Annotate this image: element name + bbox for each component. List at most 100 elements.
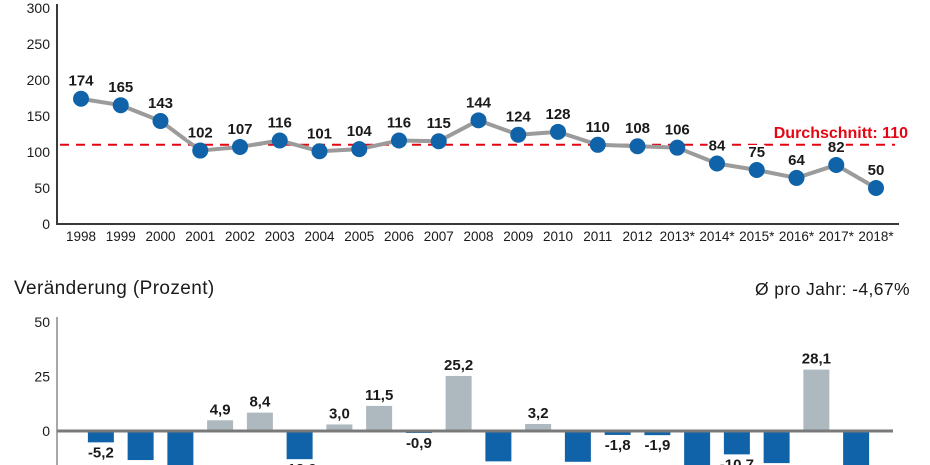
change-bar: [87, 431, 114, 443]
change-bar: [167, 431, 194, 465]
top-x-tick-label: 2004: [304, 229, 335, 244]
change-bar-label: -14,1: [561, 464, 595, 465]
change-bar-label: 3,2: [528, 405, 549, 422]
data-point-label: 108: [625, 120, 650, 137]
data-point: [470, 112, 487, 129]
change-bar: [803, 369, 830, 431]
data-point-label: 75: [748, 144, 765, 161]
change-bar-label: 25,2: [444, 357, 473, 374]
data-point-label: 106: [665, 122, 690, 139]
bottom-y-tick-label: 25: [34, 368, 50, 384]
top-x-tick-label: 1998: [66, 229, 96, 244]
top-x-tick-label: 1999: [106, 229, 136, 244]
top-x-tick-label: 2009: [503, 229, 533, 244]
top-x-tick-label: 2000: [145, 229, 175, 244]
data-point: [152, 113, 169, 130]
top-x-tick-label: 2012: [622, 229, 652, 244]
average-per-year-label: Ø pro Jahr: -4,67%: [754, 279, 910, 299]
data-point-label: 50: [868, 162, 885, 179]
top-x-tick-label: 2008: [463, 229, 493, 244]
data-point: [311, 143, 328, 160]
change-bar-label: -1,8: [605, 437, 631, 454]
data-point-label: 82: [828, 139, 845, 156]
data-point-label: 128: [545, 106, 570, 123]
change-bar: [326, 424, 353, 431]
top-y-tick-label: 300: [27, 0, 51, 16]
top-x-tick-label: 2003: [265, 229, 295, 244]
change-bar-label: -1,9: [644, 437, 670, 454]
top-y-tick-label: 100: [27, 144, 51, 160]
data-point: [232, 138, 248, 155]
change-bar-label: -12,9: [283, 461, 317, 465]
change-bar: [843, 431, 870, 465]
change-bar: [723, 431, 750, 455]
top-x-tick-label: 2016*: [779, 229, 815, 244]
top-x-tick-label: 2015*: [739, 229, 775, 244]
data-point-label: 165: [108, 79, 133, 96]
bottom-y-tick-label: 0: [42, 423, 50, 439]
change-bar-label: 4,9: [210, 401, 231, 418]
data-point-label: 107: [227, 121, 252, 138]
change-bar: [207, 420, 234, 431]
data-point-label: 104: [347, 123, 373, 140]
top-x-tick-label: 2014*: [699, 229, 735, 244]
top-x-tick-label: 2006: [384, 229, 414, 244]
change-bar-label: -13,3: [124, 462, 158, 465]
data-point-label: 144: [466, 94, 492, 111]
data-point: [629, 138, 646, 155]
data-point-label: 174: [68, 73, 94, 90]
top-x-tick-label: 2018*: [858, 229, 894, 244]
bottom-y-tick-label: 50: [34, 314, 50, 330]
average-line-label: Durchschnitt: 110: [774, 125, 908, 142]
top-x-tick-label: 2011: [583, 229, 612, 244]
change-bar: [604, 431, 631, 435]
top-y-tick-label: 0: [42, 216, 50, 232]
change-bar: [366, 405, 393, 431]
data-point-label: 124: [506, 109, 532, 126]
top-x-tick-label: 2002: [225, 229, 255, 244]
change-bar-label: -5,2: [88, 444, 114, 461]
top-x-tick-label: 2010: [543, 229, 573, 244]
top-x-tick-label: 2005: [344, 229, 374, 244]
data-point: [510, 126, 527, 143]
top-x-tick-label: 2001: [185, 229, 215, 244]
data-point: [550, 123, 566, 140]
change-bar-label: 8,4: [249, 394, 271, 411]
change-bar: [525, 424, 552, 431]
change-bar: [445, 375, 472, 431]
change-bar: [763, 431, 790, 464]
change-bar: [286, 431, 313, 460]
top-y-tick-label: 150: [27, 108, 51, 124]
data-point-label: 101: [307, 125, 332, 142]
data-point: [351, 141, 368, 158]
top-x-tick-label: 2013*: [660, 229, 696, 244]
data-point-label: 102: [188, 125, 213, 142]
data-point: [669, 139, 686, 156]
change-bar: [564, 431, 591, 462]
change-bar: [246, 412, 273, 431]
data-point: [589, 136, 606, 153]
bar-chart-title: Veränderung (Prozent): [14, 278, 215, 299]
data-point-label: 115: [427, 115, 451, 132]
change-bar: [684, 431, 711, 465]
data-point-label: 143: [148, 95, 173, 112]
change-bar: [127, 431, 154, 461]
data-point: [192, 142, 209, 159]
change-bar-label: -0,9: [406, 435, 432, 452]
data-point: [868, 180, 884, 196]
top-x-tick-label: 2017*: [819, 229, 855, 244]
data-point: [271, 132, 288, 149]
data-point: [709, 155, 725, 172]
top-x-tick-label: 2007: [424, 229, 454, 244]
change-bar-label: -10,7: [720, 456, 754, 465]
change-bar: [644, 431, 671, 436]
data-point-label: 64: [788, 152, 805, 169]
change-bar-label: -13,9: [481, 463, 515, 465]
data-point: [73, 90, 89, 107]
top-y-tick-label: 200: [27, 72, 51, 88]
change-bar-label: 28,1: [802, 351, 831, 368]
data-point: [748, 162, 765, 178]
data-point-label: 84: [709, 138, 726, 155]
